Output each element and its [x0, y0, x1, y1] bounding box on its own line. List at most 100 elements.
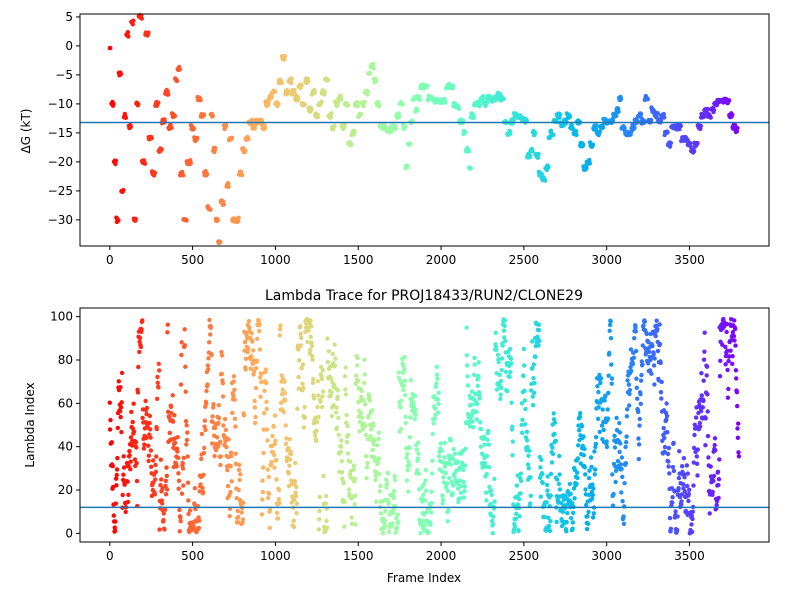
bottom-data-point	[119, 370, 125, 376]
bottom-data-point	[464, 325, 469, 330]
bottom-data-point	[255, 336, 260, 341]
top-data-point	[121, 187, 126, 193]
bottom-data-point	[185, 430, 190, 435]
bottom-data-point	[233, 424, 238, 429]
top-data-point	[118, 71, 124, 77]
bottom-data-point	[421, 492, 426, 497]
bottom-data-point	[181, 483, 186, 488]
bottom-data-point	[477, 396, 482, 401]
bottom-data-point	[407, 463, 412, 468]
bottom-data-point	[615, 458, 621, 464]
bottom-data-point	[518, 491, 523, 496]
bottom-data-point	[214, 435, 220, 440]
bottom-data-point	[201, 472, 206, 478]
bottom-data-point	[265, 495, 271, 501]
bottom-data-point	[143, 398, 148, 404]
top-data-point	[146, 30, 151, 35]
bottom-data-point	[545, 474, 550, 479]
bottom-data-point	[243, 367, 248, 372]
bottom-data-point	[471, 408, 476, 414]
bottom-data-point	[287, 457, 293, 462]
bottom-data-point	[374, 443, 380, 448]
top-data-point	[546, 164, 551, 169]
bottom-data-point	[499, 367, 504, 373]
bottom-data-point	[367, 398, 372, 403]
bottom-data-point	[310, 357, 315, 362]
bottom-data-point	[269, 459, 274, 465]
bottom-data-point	[421, 518, 426, 524]
bottom-data-point	[645, 361, 651, 366]
bottom-data-point	[391, 495, 396, 501]
bottom-data-point	[505, 389, 510, 394]
top-data-point	[309, 107, 314, 112]
bottom-data-point	[691, 445, 697, 451]
bottom-data-point	[544, 500, 549, 505]
bottom-data-point	[664, 401, 669, 406]
bottom-data-point	[291, 518, 296, 523]
bottom-data-point	[551, 411, 556, 416]
bottom-data-point	[528, 501, 533, 506]
bottom-data-point	[411, 403, 417, 408]
bottom-data-point	[363, 423, 368, 428]
top-data-point	[332, 123, 337, 129]
bottom-data-point	[286, 471, 291, 476]
bottom-data-point	[633, 329, 638, 334]
bottom-data-point	[592, 467, 598, 472]
bottom-data-point	[705, 392, 710, 397]
bottom-data-point	[606, 390, 611, 396]
bottom-data-point	[667, 515, 673, 521]
bottom-data-point	[277, 333, 282, 338]
bottom-data-point	[202, 445, 207, 451]
bottom-data-point	[659, 396, 664, 401]
bottom-data-point	[147, 413, 153, 419]
bottom-data-point	[142, 442, 147, 447]
bottom-data-point	[634, 376, 639, 381]
top-data-point	[678, 123, 684, 129]
bottom-data-point	[320, 389, 326, 394]
bottom-data-point	[734, 390, 740, 395]
top-data-point	[208, 207, 213, 212]
bottom-data-point	[618, 441, 623, 446]
bottom-data-point	[438, 441, 443, 446]
bottom-data-point	[586, 475, 592, 481]
bottom-data-point	[731, 333, 737, 339]
bottom-data-point	[179, 352, 184, 358]
bottom-data-point	[565, 510, 570, 516]
bottom-data-point	[483, 490, 489, 495]
bottom-data-point	[622, 481, 627, 486]
bottom-data-point	[686, 498, 691, 504]
bottom-data-point	[617, 420, 622, 426]
bottom-data-point	[621, 514, 626, 519]
bottom-data-point	[128, 459, 133, 464]
bottom-data-point	[110, 484, 116, 490]
bottom-data-point	[536, 343, 541, 348]
top-data-point	[574, 132, 579, 138]
bottom-data-point	[342, 499, 347, 505]
bottom-data-point	[332, 342, 337, 347]
bottom-data-point	[527, 448, 532, 453]
bottom-data-point	[328, 393, 333, 398]
bottom-data-point	[546, 523, 552, 529]
bottom-data-point	[623, 444, 628, 450]
bottom-data-point	[265, 467, 270, 472]
bottom-data-point	[170, 393, 175, 398]
bottom-data-point	[686, 491, 691, 497]
bottom-data-point	[316, 393, 321, 398]
bottom-data-point	[205, 382, 210, 387]
bottom-data-point	[442, 455, 447, 460]
bottom-data-point	[328, 364, 333, 369]
bottom-data-point	[421, 482, 426, 487]
bottom-data-point	[112, 528, 118, 533]
bottom-data-point	[676, 475, 682, 481]
bottom-data-point	[620, 474, 625, 480]
bottom-data-point	[186, 498, 191, 503]
bottom-data-point	[607, 328, 612, 333]
bottom-data-point	[243, 356, 249, 361]
bottom-data-point	[491, 514, 496, 519]
bottom-data-point	[723, 344, 728, 350]
bottom-data-point	[581, 453, 586, 458]
bottom-data-point	[646, 340, 651, 345]
bottom-data-point	[343, 387, 348, 392]
bottom-data-point	[554, 519, 559, 525]
bottom-data-point	[409, 396, 415, 401]
